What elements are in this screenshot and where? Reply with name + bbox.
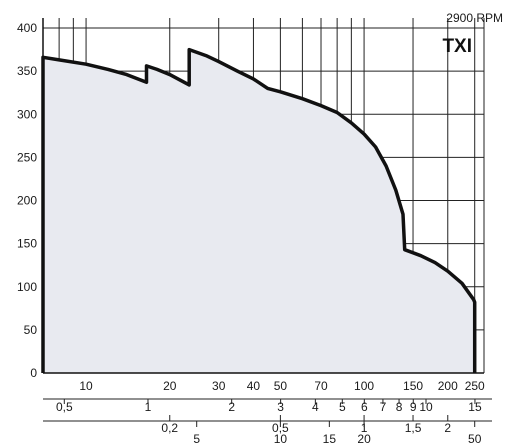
aux1-label-5: 5 [339, 400, 346, 414]
y-tick-label-250: 250 [17, 150, 37, 164]
aux2-label-0.2: 0,2 [161, 421, 178, 435]
aux1-label-4: 4 [312, 400, 319, 414]
performance-curve [41, 47, 477, 373]
aux3-label-5: 5 [193, 432, 200, 446]
performance-area [43, 49, 475, 373]
y-tick-label-350: 350 [17, 64, 37, 78]
rpm-label: 2900 RPM [446, 11, 503, 25]
y-tick-label-400: 400 [17, 21, 37, 35]
aux1-label-8: 8 [396, 400, 403, 414]
aux2-label-1.5: 1,5 [405, 421, 422, 435]
aux1-label-15: 15 [468, 400, 482, 414]
x-tick-label-10: 10 [79, 379, 93, 393]
aux1-label-6: 6 [361, 400, 368, 414]
y-axis: 0 50 100 150 200 250 300 350 400 [17, 18, 44, 380]
aux3-label-10: 10 [274, 432, 288, 446]
x-tick-label-150: 150 [403, 379, 423, 393]
x-axis: 10 20 30 40 50 70 100 150 200 250 [43, 372, 485, 393]
aux3-label-20: 20 [357, 432, 371, 446]
y-tick-label-150: 150 [17, 237, 37, 251]
y-tick-label-200: 200 [17, 194, 37, 208]
y-tick-label-0: 0 [30, 366, 37, 380]
aux1-label-0.5: 0,5 [56, 400, 73, 414]
x-tick-label-50: 50 [274, 379, 288, 393]
x-tick-label-30: 30 [212, 379, 226, 393]
aux1-label-1: 1 [145, 400, 152, 414]
aux1-label-9: 9 [410, 400, 417, 414]
x-tick-label-250: 250 [465, 379, 485, 393]
series-label: TXI [442, 36, 472, 57]
x-tick-label-70: 70 [314, 379, 328, 393]
aux2-label-0.5: 0,5 [272, 421, 289, 435]
aux1-label-7: 7 [380, 400, 387, 414]
x-tick-label-100: 100 [354, 379, 374, 393]
aux1-label-2: 2 [228, 400, 235, 414]
y-tick-label-50: 50 [24, 323, 38, 337]
y-tick-label-100: 100 [17, 280, 37, 294]
aux3-label-50: 50 [468, 432, 482, 446]
aux3-label-15: 15 [323, 432, 337, 446]
x-tick-label-40: 40 [247, 379, 261, 393]
aux1-label-3: 3 [277, 400, 284, 414]
x-tick-label-200: 200 [438, 379, 458, 393]
aux2-label-1: 1 [361, 421, 368, 435]
aux1-label-10: 10 [419, 400, 433, 414]
auxiliary-scales: 0,5 1 2 3 4 5 6 7 8 9 10 150,2 0,5 1 1,5 25 10 15 20 50 [43, 398, 492, 446]
x-tick-label-20: 20 [163, 379, 177, 393]
y-tick-label-300: 300 [17, 107, 37, 121]
aux2-label-2: 2 [444, 421, 451, 435]
